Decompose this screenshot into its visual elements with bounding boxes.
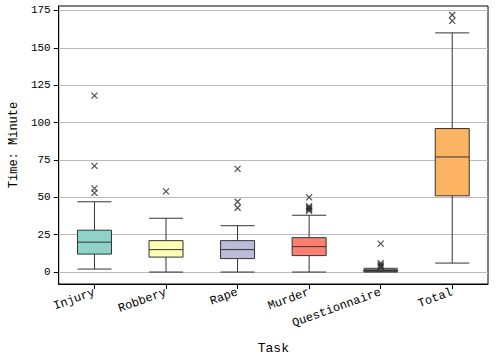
svg-text:Robbery: Robbery (116, 285, 168, 315)
svg-text:Murder: Murder (266, 285, 311, 313)
svg-text:50: 50 (38, 191, 51, 203)
svg-text:175: 175 (31, 4, 51, 16)
svg-text:25: 25 (38, 229, 51, 241)
svg-text:0: 0 (44, 266, 51, 278)
svg-text:Time: Minute: Time: Minute (7, 102, 21, 188)
svg-text:75: 75 (38, 154, 51, 166)
svg-text:Rape: Rape (208, 285, 240, 308)
svg-text:Questionnaire: Questionnaire (290, 285, 383, 330)
svg-text:125: 125 (31, 79, 51, 91)
svg-text:150: 150 (31, 42, 51, 54)
svg-text:100: 100 (31, 117, 51, 129)
svg-text:Injury: Injury (51, 285, 96, 313)
svg-text:Task: Task (258, 341, 289, 356)
svg-text:Total: Total (416, 285, 455, 310)
